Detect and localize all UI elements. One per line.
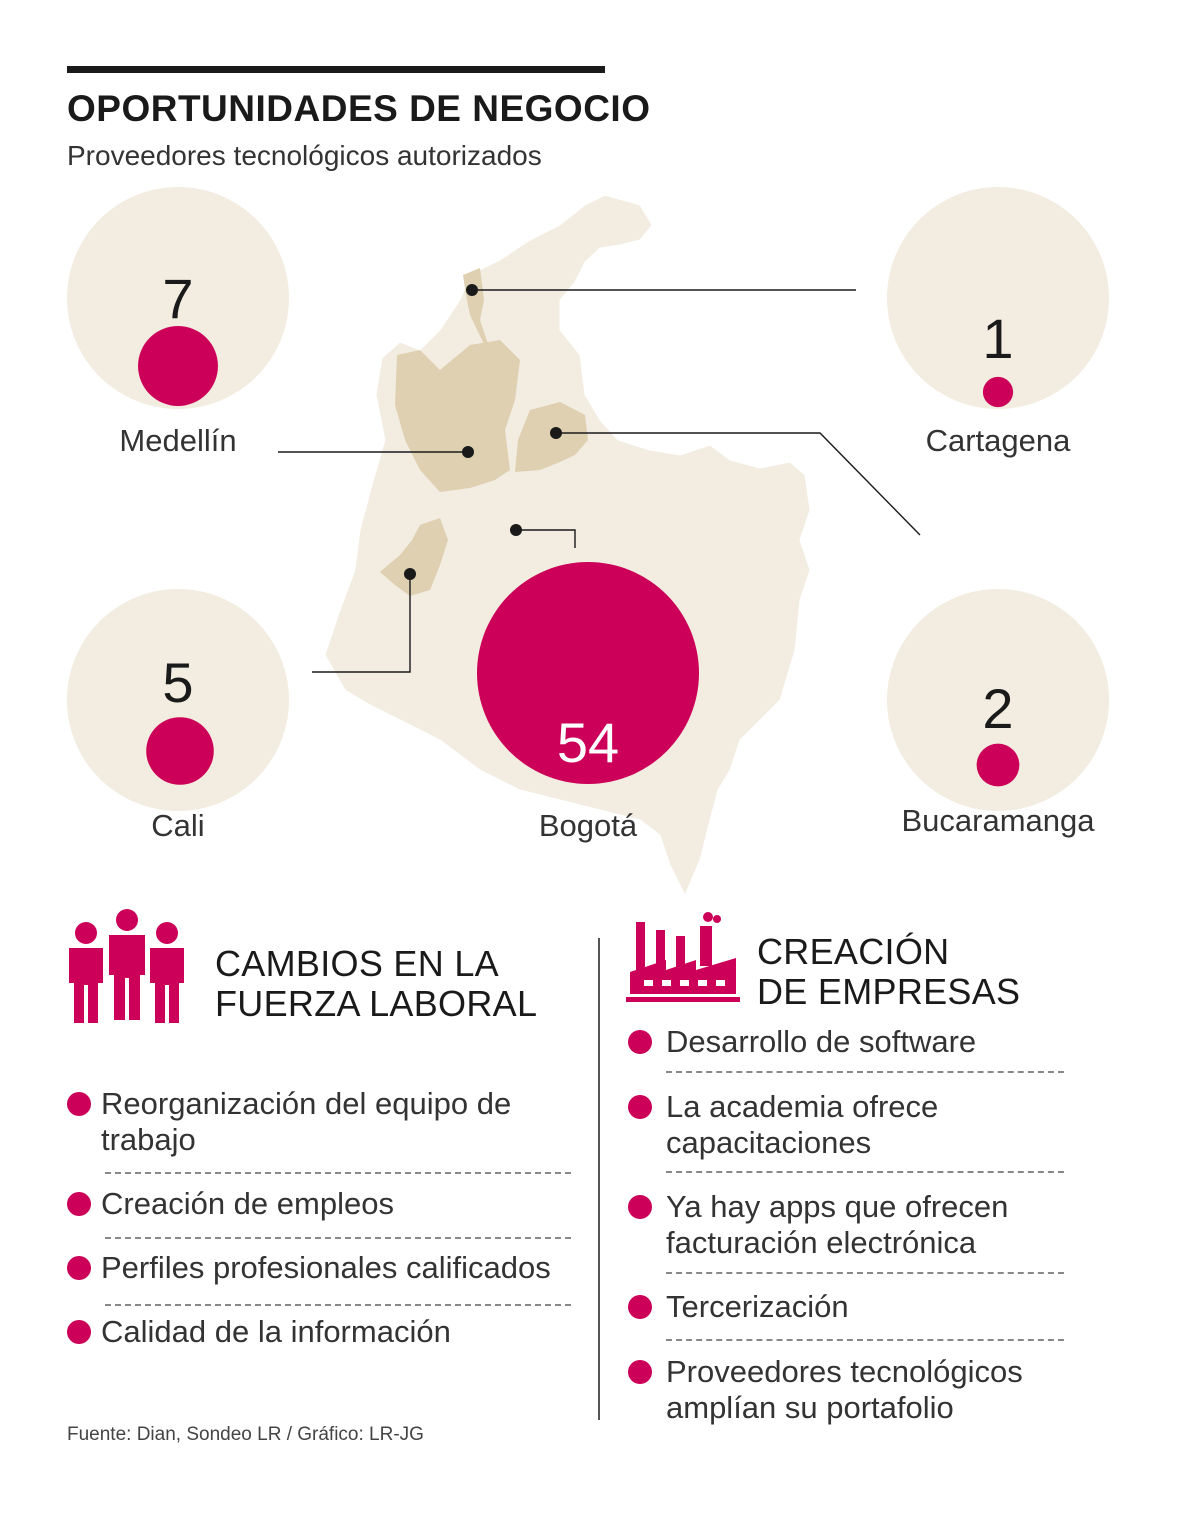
left-bullet-list: Reorganización del equipo de trabajo Cre… — [67, 1086, 572, 1386]
city-label-cartagena: Cartagena — [926, 423, 1072, 458]
region-santander — [515, 402, 588, 472]
region-antioquia — [395, 340, 520, 492]
leader-line-bogota — [516, 529, 576, 548]
bullet-dot-icon — [628, 1095, 652, 1119]
city-label-cali: Cali — [151, 808, 204, 843]
leader-line-cali — [312, 574, 411, 673]
bullet-dot-icon — [67, 1256, 91, 1280]
section-left-title: CAMBIOS EN LA FUERZA LABORAL — [215, 944, 537, 1024]
people-icon — [69, 909, 184, 1023]
divider-dashed — [105, 1172, 571, 1174]
list-item-text: Calidad de la información — [101, 1314, 451, 1349]
bubble-medellin — [138, 326, 218, 406]
map-dot-medellin — [462, 446, 474, 458]
leader-line-bucaramanga — [556, 432, 921, 536]
bubble-background-cali — [67, 589, 289, 811]
section-right-title: CREACIÓN DE EMPRESAS — [757, 932, 1020, 1012]
value-label-bucaramanga: 2 — [982, 677, 1013, 740]
value-label-medellin: 7 — [162, 267, 193, 330]
list-item-text: Creación de empleos — [101, 1186, 394, 1221]
divider-dashed — [105, 1304, 571, 1306]
section-left-title-line2: FUERZA LABORAL — [215, 983, 538, 1024]
region-valle — [380, 518, 448, 596]
bubble-layer: 7 Medellín 1 Cartagena 5 Cali 54 Bogotá 2 Bucaram… — [67, 187, 1109, 843]
divider-dashed — [666, 1272, 1064, 1274]
list-item-text: Perfiles profesionales calificados — [101, 1250, 551, 1285]
list-item: Reorganización del equipo de trabajo — [67, 1086, 572, 1158]
bubble-bogota — [477, 562, 699, 784]
map-dot-cartagena — [466, 284, 478, 296]
bullet-dot-icon — [67, 1092, 91, 1116]
divider-dashed — [105, 1237, 571, 1239]
map-dot-bucaramanga — [550, 427, 562, 439]
divider-dashed — [666, 1339, 1064, 1341]
source-note: Fuente: Dian, Sondeo LR / Gráfico: LR-JG — [67, 1424, 424, 1445]
bubble-background-bucaramanga — [887, 589, 1109, 811]
right-bullet-list: Desarrollo de software La academia ofrec… — [628, 1024, 1068, 1425]
map-dot-bogota — [510, 524, 522, 536]
bullet-dot-icon — [67, 1320, 91, 1344]
chart-title: OPORTUNIDADES DE NEGOCIO — [67, 88, 651, 129]
bullet-dot-icon — [628, 1295, 652, 1319]
list-item-text: Tercerización — [666, 1289, 849, 1324]
city-label-bucaramanga: Bucaramanga — [901, 803, 1095, 838]
divider-dashed — [666, 1071, 1064, 1073]
bullet-dot-icon — [628, 1195, 652, 1219]
list-item-text: Proveedores tecnológicos amplían su port… — [666, 1354, 1023, 1425]
list-item-text: Reorganización del equipo de trabajo — [101, 1086, 512, 1157]
bubble-cartagena — [982, 376, 1014, 408]
bubble-map-chart: 7 Medellín 1 Cartagena 5 Cali 54 Bogotá 2 Bucaram… — [67, 187, 1109, 897]
section-right-title-line1: CREACIÓN — [757, 931, 950, 972]
value-label-bogota: 54 — [557, 711, 619, 774]
bullet-dot-icon — [67, 1192, 91, 1216]
section-left-title-line1: CAMBIOS EN LA — [215, 943, 499, 984]
value-label-cartagena: 1 — [982, 307, 1013, 370]
chart-subtitle: Proveedores tecnológicos autorizados — [67, 140, 542, 171]
bullet-dot-icon — [628, 1360, 652, 1384]
divider-dashed — [666, 1171, 1064, 1173]
top-rule — [67, 66, 605, 73]
map-dot-cali — [404, 568, 416, 580]
bubble-cali — [146, 717, 214, 785]
colombia-map — [324, 194, 811, 897]
city-label-bogota: Bogotá — [539, 808, 638, 843]
bullet-dot-icon — [628, 1030, 652, 1054]
list-item-text: Desarrollo de software — [666, 1024, 977, 1059]
bubble-background-medellin — [67, 187, 289, 409]
value-label-cali: 5 — [162, 651, 193, 714]
bubble-bucaramanga — [976, 743, 1020, 787]
list-item-text: La academia ofrece capacitaciones — [666, 1089, 939, 1160]
bubble-background-cartagena — [887, 187, 1109, 409]
list-item-text: Ya hay apps que ofrecen facturación elec… — [666, 1189, 1009, 1260]
section-right-title-line2: DE EMPRESAS — [757, 971, 1021, 1012]
city-label-medellin: Medellín — [119, 423, 236, 458]
factory-icon — [626, 912, 740, 1002]
vertical-divider — [598, 938, 600, 1420]
